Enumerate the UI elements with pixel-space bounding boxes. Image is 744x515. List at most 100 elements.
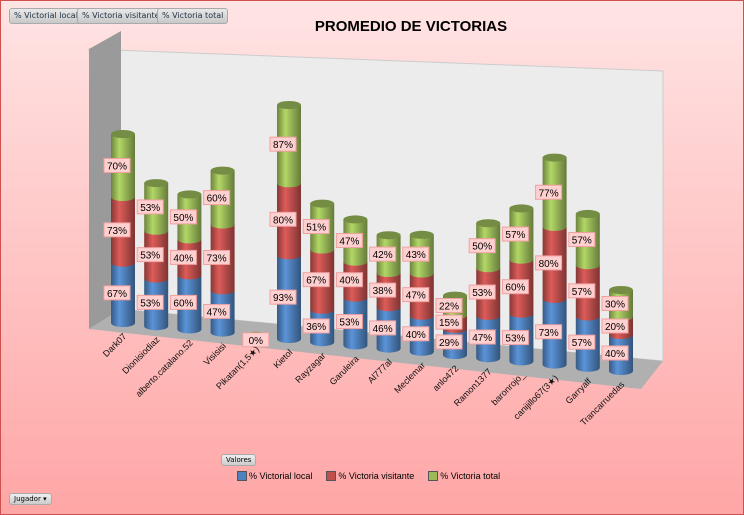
legend-swatch [237,471,247,481]
bar-top-cap [476,219,501,228]
data-label-box [468,284,496,300]
bar-top-cap [575,209,600,218]
data-label-box [402,287,430,303]
bar-segment-bottom [310,305,335,314]
bar-segment-bottom [343,293,368,302]
data-label-box [169,209,197,225]
data-label: 29% [439,338,459,349]
data-label: 60% [173,298,193,309]
bar-top-cap [542,153,567,162]
bar-segment-bottom [343,257,368,266]
data-label: 40% [173,253,193,264]
bar-segment-bottom [310,338,335,347]
data-label-box [501,226,529,242]
data-label-box [269,289,297,305]
bar-segment-bottom [542,360,567,369]
bar-segment-bottom [409,347,434,356]
bar-top-cap [277,101,301,109]
data-label: 47% [207,307,227,318]
data-label-box [435,314,463,330]
data-label-box [369,320,397,336]
data-label: 57% [572,236,592,247]
bar-top-cap [111,130,135,138]
bar-segment-bottom [343,341,368,350]
data-label-box [501,330,529,346]
data-label-box [335,272,363,288]
legend-label: % Victoria total [440,471,501,481]
category-label: Rayzagar [293,351,327,385]
data-label-box [203,303,231,319]
data-label: 60% [207,194,227,205]
data-label-box [535,255,563,271]
values-field-button[interactable]: Valores [221,454,257,466]
axis-field-label: Jugador [14,495,41,503]
data-label: 50% [472,242,492,253]
category-label: Ramon1377 [452,367,494,409]
data-label-box [136,199,164,215]
legend-item-total: % Victoria total [428,471,500,481]
bar-segment-bottom [443,351,467,359]
chart-title: PROMEDIO DE VICTORIAS [314,18,508,35]
bar-top-cap [144,179,169,188]
bar-segment-bottom [111,258,135,267]
data-label-box [501,279,529,295]
bar-segment-bottom [111,319,135,327]
data-label: 80% [539,259,559,270]
data-label-box [302,318,330,334]
data-label: 53% [505,334,525,345]
data-label-box [203,249,231,265]
bar-top-cap [609,286,633,294]
data-label-box [302,219,330,235]
legend-swatch [428,471,439,481]
bar-segment-bottom [144,226,169,235]
bar-top-cap [509,204,534,213]
bar-segment-bottom [575,312,600,321]
data-label: 47% [339,237,359,248]
data-label-box [136,247,164,263]
data-label-box [535,324,563,340]
data-label-box [169,249,197,265]
data-label-box [435,298,463,313]
data-label-box [269,211,297,227]
bar-segment-bottom [277,179,301,188]
data-label-box [402,326,430,342]
data-label-box [468,238,496,254]
data-label: 50% [173,213,193,224]
bar-segment-bottom [509,255,534,264]
data-label-box [242,332,270,348]
bar-segment-bottom [144,274,169,283]
bar-segment-bottom [476,354,501,363]
axis-field-button[interactable]: Jugador ▾ [9,493,52,505]
bar-segment-bottom [310,245,335,254]
bar-segment-bottom [210,286,235,295]
data-label-box [169,294,197,310]
category-label: baronrojo_ [489,369,527,407]
field-button-total[interactable]: % Victoria total [157,8,229,24]
data-label-box [601,318,629,334]
data-label: 73% [539,328,559,339]
chart-plot: 67%73%70%Dark0753%53%53%Dionisiodiaz60%4… [88,31,664,428]
category-label: Dark07 [101,331,129,359]
data-label: 30% [605,300,625,311]
bar-segment-bottom [575,363,600,372]
legend-item-local: % Victorial local [237,471,312,481]
data-label-box [103,285,131,301]
data-label: 67% [306,276,326,287]
bar-segment-bottom [177,325,202,334]
data-label-box [136,294,164,310]
data-label-box [302,272,330,288]
data-label-box [568,283,596,299]
bar-segment-bottom [509,309,534,318]
data-label: 53% [339,318,359,329]
data-label-box [601,296,629,311]
legend-label: % Victoria visitante [338,471,415,481]
bar-segment-bottom [409,311,434,320]
data-label-box [335,233,363,249]
bar-top-cap [177,190,202,199]
bar-segment-bottom [609,367,633,375]
bar-segment-bottom [542,294,567,303]
bar-segment-bottom [277,251,301,260]
bar-segment-bottom [476,264,501,273]
bar-segment-bottom [177,271,202,280]
data-label: 42% [373,250,393,261]
